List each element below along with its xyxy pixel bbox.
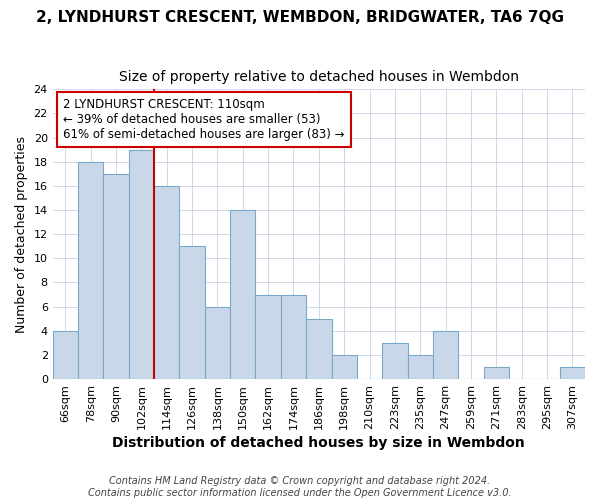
Bar — [407, 355, 433, 379]
Bar — [154, 186, 179, 379]
Y-axis label: Number of detached properties: Number of detached properties — [15, 136, 28, 332]
X-axis label: Distribution of detached houses by size in Wembdon: Distribution of detached houses by size … — [112, 436, 525, 450]
Bar — [281, 294, 306, 379]
Bar — [256, 294, 281, 379]
Bar — [179, 246, 205, 379]
Bar — [129, 150, 154, 379]
Bar — [484, 367, 509, 379]
Bar — [205, 306, 230, 379]
Bar — [332, 355, 357, 379]
Text: Contains HM Land Registry data © Crown copyright and database right 2024.
Contai: Contains HM Land Registry data © Crown c… — [88, 476, 512, 498]
Bar — [78, 162, 103, 379]
Title: Size of property relative to detached houses in Wembdon: Size of property relative to detached ho… — [119, 70, 519, 84]
Text: 2, LYNDHURST CRESCENT, WEMBDON, BRIDGWATER, TA6 7QG: 2, LYNDHURST CRESCENT, WEMBDON, BRIDGWAT… — [36, 10, 564, 25]
Bar — [433, 331, 458, 379]
Bar — [560, 367, 585, 379]
Text: 2 LYNDHURST CRESCENT: 110sqm
← 39% of detached houses are smaller (53)
61% of se: 2 LYNDHURST CRESCENT: 110sqm ← 39% of de… — [64, 98, 345, 141]
Bar — [382, 343, 407, 379]
Bar — [230, 210, 256, 379]
Bar — [306, 318, 332, 379]
Bar — [53, 331, 78, 379]
Bar — [103, 174, 129, 379]
